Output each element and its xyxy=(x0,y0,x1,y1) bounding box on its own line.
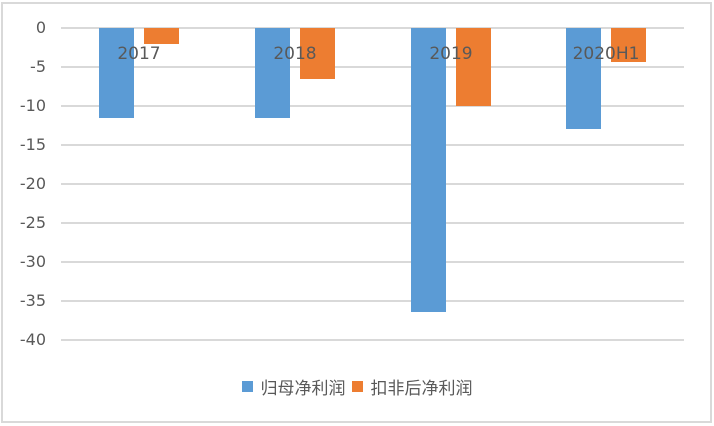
bar-2019-series-1 xyxy=(456,28,491,106)
category-label: 2017 xyxy=(117,44,161,64)
legend-item-deducted-net-profit: 扣非后净利润 xyxy=(351,374,473,399)
y-tick-label: -35 xyxy=(19,291,46,310)
gridline xyxy=(61,300,684,302)
gridline xyxy=(61,183,684,185)
bar-2019-series-0 xyxy=(411,28,446,312)
gridline xyxy=(61,261,684,263)
bar-2020H1-series-0 xyxy=(566,28,601,130)
bar-2020H1-series-1 xyxy=(611,28,646,63)
y-tick-label: -25 xyxy=(19,213,46,232)
legend-swatch-blue xyxy=(241,381,253,392)
gridline xyxy=(61,66,684,68)
legend: 归母净利润 扣非后净利润 xyxy=(0,374,714,399)
gridline xyxy=(61,144,684,146)
category-label: 2020H1 xyxy=(572,44,640,64)
gridline xyxy=(61,27,684,29)
bar-2018-series-1 xyxy=(300,28,335,79)
y-tick-label: 0 xyxy=(35,18,46,37)
legend-item-parent-net-profit: 归母净利润 xyxy=(241,374,346,399)
y-tick-label: -20 xyxy=(19,174,46,193)
bar-2017-series-1 xyxy=(144,28,179,44)
y-tick-label: -15 xyxy=(19,135,46,154)
legend-label: 扣非后净利润 xyxy=(370,379,473,399)
gridline xyxy=(61,222,684,224)
bar-2017-series-0 xyxy=(99,28,134,119)
y-tick-label: -5 xyxy=(30,57,46,76)
y-tick-label: -10 xyxy=(19,96,46,115)
category-label: 2018 xyxy=(273,44,317,64)
bar-2018-series-0 xyxy=(255,28,290,119)
legend-swatch-orange xyxy=(351,381,363,392)
y-tick-label: -40 xyxy=(19,330,46,349)
gridline xyxy=(61,339,684,341)
legend-label: 归母净利润 xyxy=(260,379,346,399)
y-tick-label: -30 xyxy=(19,252,46,271)
gridline xyxy=(61,105,684,107)
category-label: 2019 xyxy=(429,44,473,64)
